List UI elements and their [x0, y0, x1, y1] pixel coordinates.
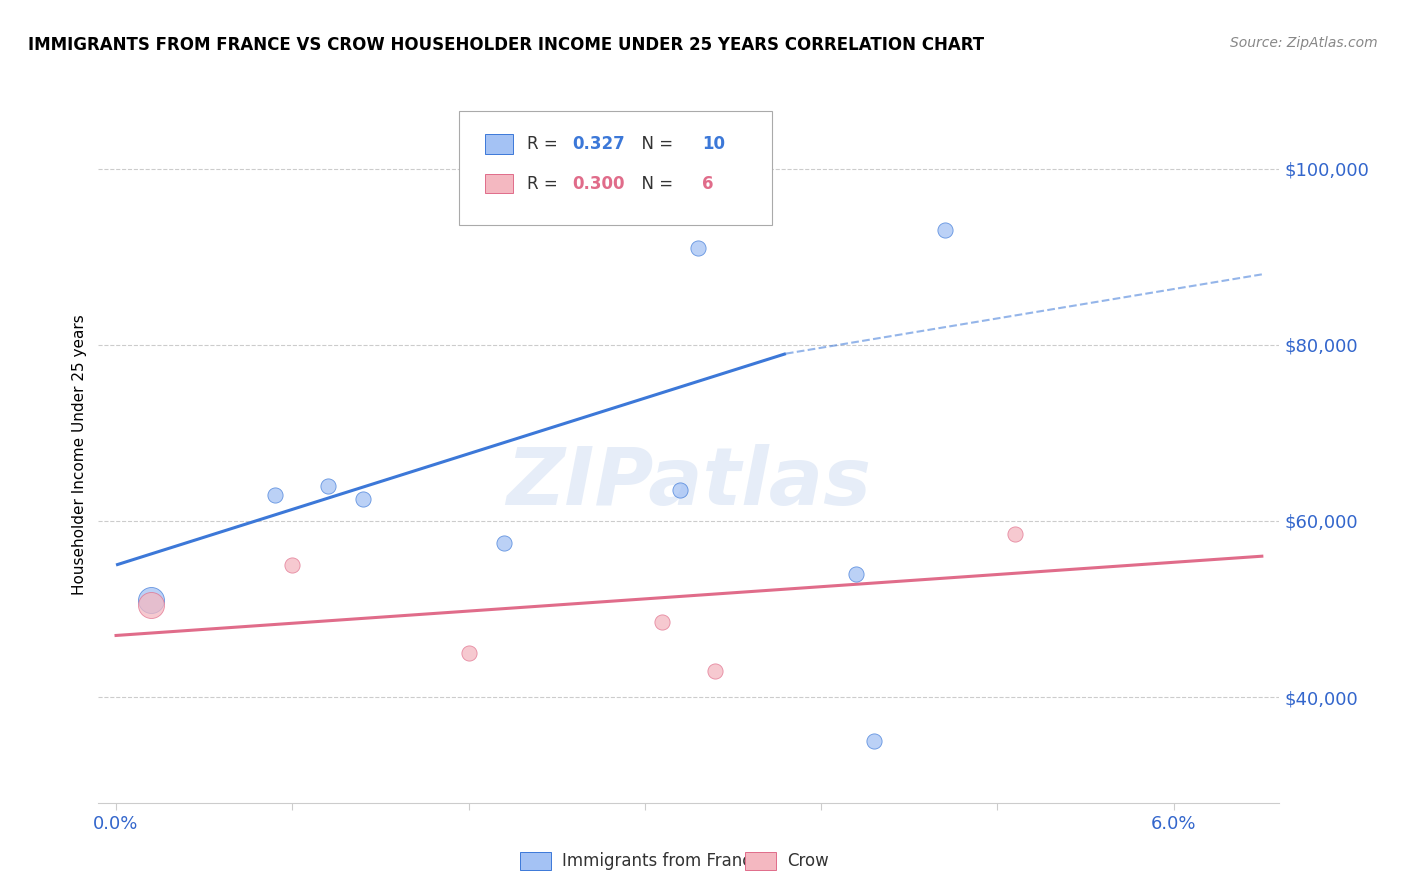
FancyBboxPatch shape: [458, 111, 772, 226]
Point: [281, 558, 304, 572]
Point: [316, 479, 339, 493]
Point: [492, 536, 515, 550]
Point: [263, 487, 285, 501]
FancyBboxPatch shape: [485, 174, 513, 194]
Text: R =: R =: [527, 135, 562, 153]
Text: Source: ZipAtlas.com: Source: ZipAtlas.com: [1230, 36, 1378, 50]
Text: Immigrants from France: Immigrants from France: [562, 852, 762, 870]
Y-axis label: Householder Income Under 25 years: Householder Income Under 25 years: [72, 315, 87, 595]
Point: [863, 734, 886, 748]
Text: N =: N =: [631, 135, 678, 153]
Point: [704, 664, 727, 678]
Text: Crow: Crow: [787, 852, 830, 870]
Point: [651, 615, 673, 630]
Point: [457, 646, 479, 660]
FancyBboxPatch shape: [485, 134, 513, 153]
Point: [934, 223, 956, 237]
Point: [1004, 527, 1026, 541]
Text: 0.300: 0.300: [572, 175, 624, 193]
Text: N =: N =: [631, 175, 678, 193]
Text: IMMIGRANTS FROM FRANCE VS CROW HOUSEHOLDER INCOME UNDER 25 YEARS CORRELATION CHA: IMMIGRANTS FROM FRANCE VS CROW HOUSEHOLD…: [28, 36, 984, 54]
Text: ZIPatlas: ZIPatlas: [506, 443, 872, 522]
Text: 0.327: 0.327: [572, 135, 624, 153]
Point: [352, 491, 374, 506]
Text: 6: 6: [702, 175, 713, 193]
Point: [141, 593, 163, 607]
Point: [686, 241, 709, 255]
Text: R =: R =: [527, 175, 562, 193]
Point: [669, 483, 692, 497]
Text: 10: 10: [702, 135, 724, 153]
Point: [845, 566, 868, 581]
Point: [141, 598, 163, 612]
